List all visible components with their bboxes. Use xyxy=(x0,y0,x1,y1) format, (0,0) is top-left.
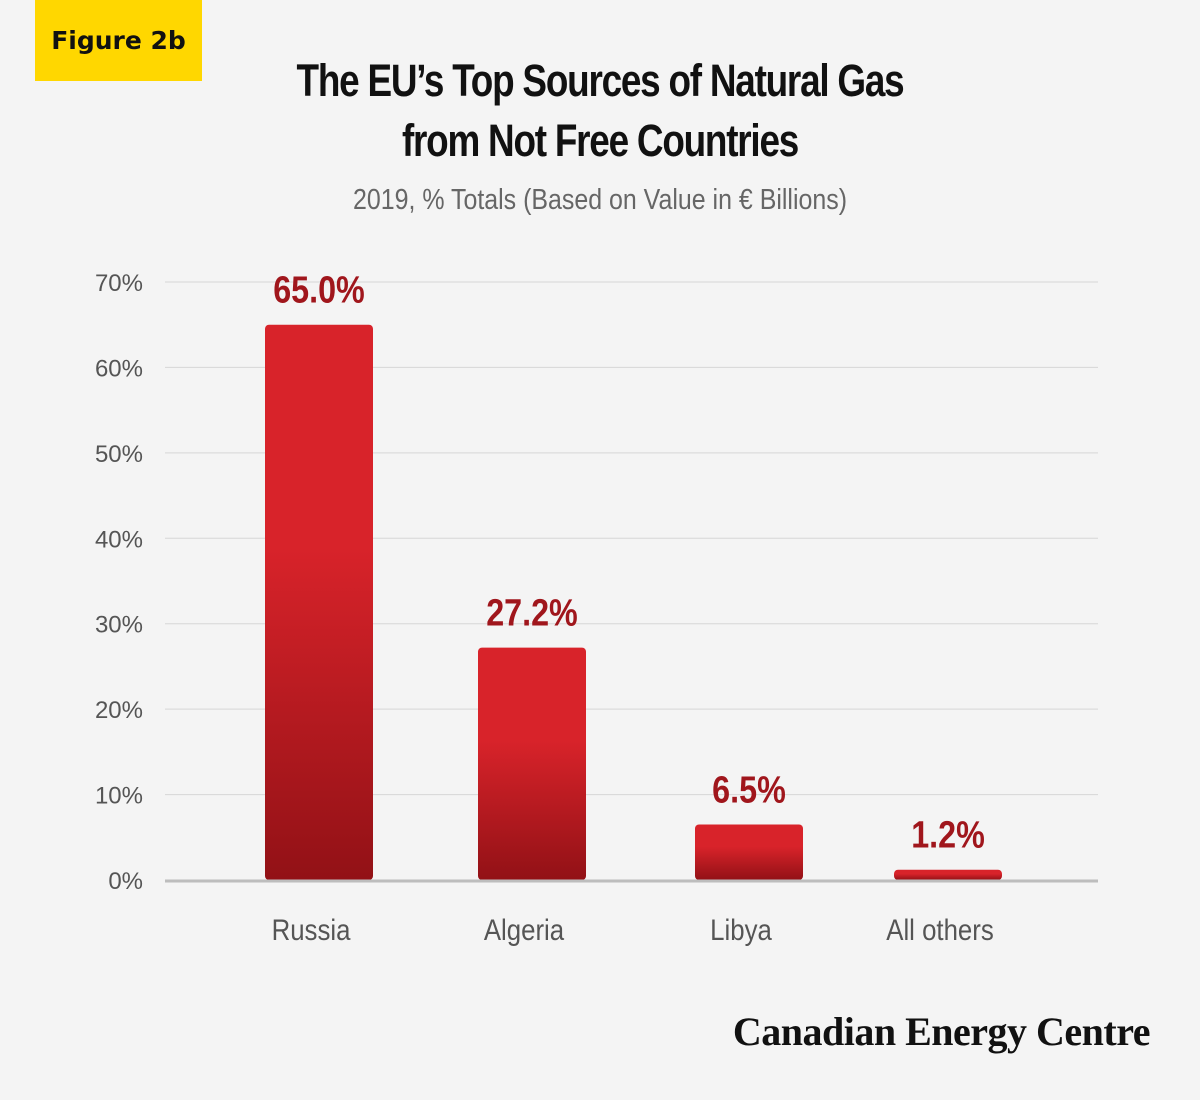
data-label: 1.2% xyxy=(911,814,985,856)
chart-title-line-1: The EU’s Top Sources of Natural Gas xyxy=(296,55,905,106)
value-labels: 65.0% 27.2% 6.5% 1.2% xyxy=(273,269,985,856)
figure-tag: Figure 2b xyxy=(35,0,202,81)
bar-algeria xyxy=(478,647,586,880)
x-tick-label: All others xyxy=(886,913,994,946)
y-tick-label: 30% xyxy=(95,612,143,639)
x-tick-label: Russia xyxy=(272,913,351,946)
chart-title-line-2: from Not Free Countries xyxy=(401,115,799,166)
y-tick-label: 50% xyxy=(95,441,143,468)
x-axis-categories: Russia Algeria Libya All others xyxy=(272,913,994,946)
y-tick-label: 0% xyxy=(108,868,143,895)
bar-russia xyxy=(265,324,373,880)
x-tick-label: Algeria xyxy=(484,913,565,946)
data-label: 6.5% xyxy=(712,769,786,811)
bars xyxy=(265,324,1002,880)
bar-libya xyxy=(695,824,803,880)
bar-all-others xyxy=(894,869,1002,880)
y-axis-ticks: 0% 10% 20% 30% 40% 50% 60% 70% xyxy=(95,270,143,895)
y-tick-label: 20% xyxy=(95,697,143,724)
x-tick-label: Libya xyxy=(710,913,772,946)
y-tick-label: 10% xyxy=(95,783,143,810)
chart-subtitle: 2019, % Totals (Based on Value in € Bill… xyxy=(352,184,848,216)
y-tick-label: 40% xyxy=(95,526,143,553)
y-tick-label: 60% xyxy=(95,355,143,382)
y-tick-label: 70% xyxy=(95,270,143,297)
brand-logo-text: Canadian Energy Centre xyxy=(732,1009,1151,1054)
data-label: 65.0% xyxy=(273,269,365,311)
data-label: 27.2% xyxy=(486,592,578,634)
